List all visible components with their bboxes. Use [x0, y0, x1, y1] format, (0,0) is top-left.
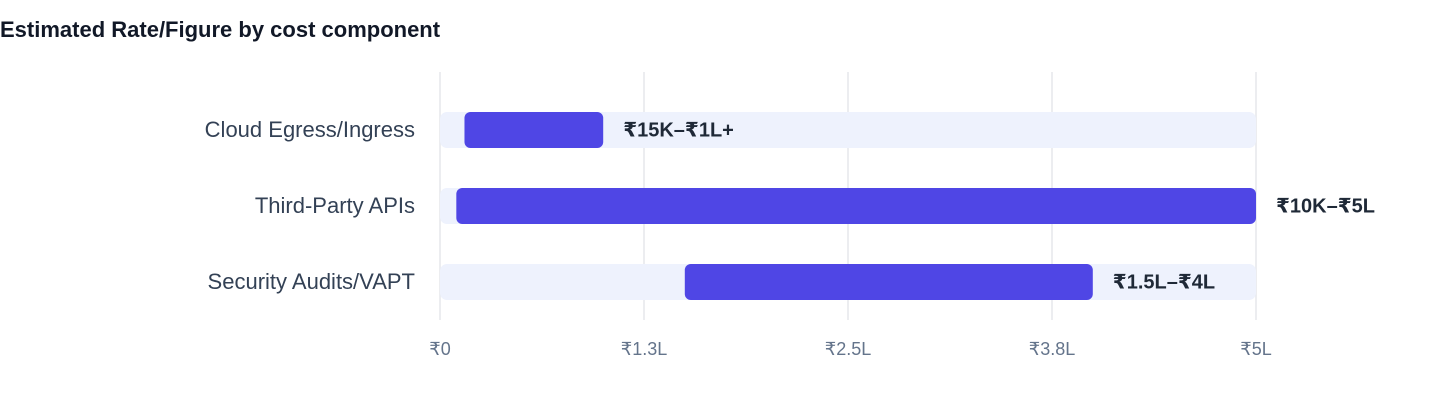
bar: [464, 112, 604, 148]
x-tick-label: ₹1.3L: [621, 339, 668, 359]
bar: [456, 188, 1256, 224]
y-tick-label: Security Audits/VAPT: [208, 269, 415, 294]
y-tick-label: Third-Party APIs: [255, 193, 415, 218]
data-label: ₹10K–₹5L: [1276, 195, 1375, 217]
x-tick-label: ₹2.5L: [825, 339, 872, 359]
data-label: ₹15K–₹1L+: [623, 119, 734, 141]
data-label: ₹1.5L–₹4L: [1113, 271, 1215, 293]
chart-title: Estimated Rate/Figure by cost component: [0, 17, 441, 42]
x-tick-label: ₹5L: [1240, 339, 1271, 359]
x-tick-label: ₹0: [429, 339, 450, 359]
bar: [684, 264, 1093, 300]
bar-track: [440, 112, 1256, 148]
x-tick-label: ₹3.8L: [1029, 339, 1076, 359]
y-tick-label: Cloud Egress/Ingress: [205, 117, 415, 142]
